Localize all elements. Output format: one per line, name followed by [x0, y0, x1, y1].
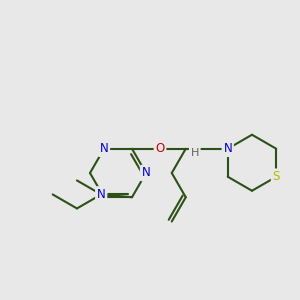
Text: N: N [224, 142, 232, 155]
Text: N: N [142, 167, 150, 179]
Text: O: O [155, 142, 165, 155]
Text: H: H [190, 148, 199, 158]
Text: N: N [97, 188, 106, 201]
Text: N: N [100, 142, 108, 155]
Text: S: S [273, 170, 280, 183]
